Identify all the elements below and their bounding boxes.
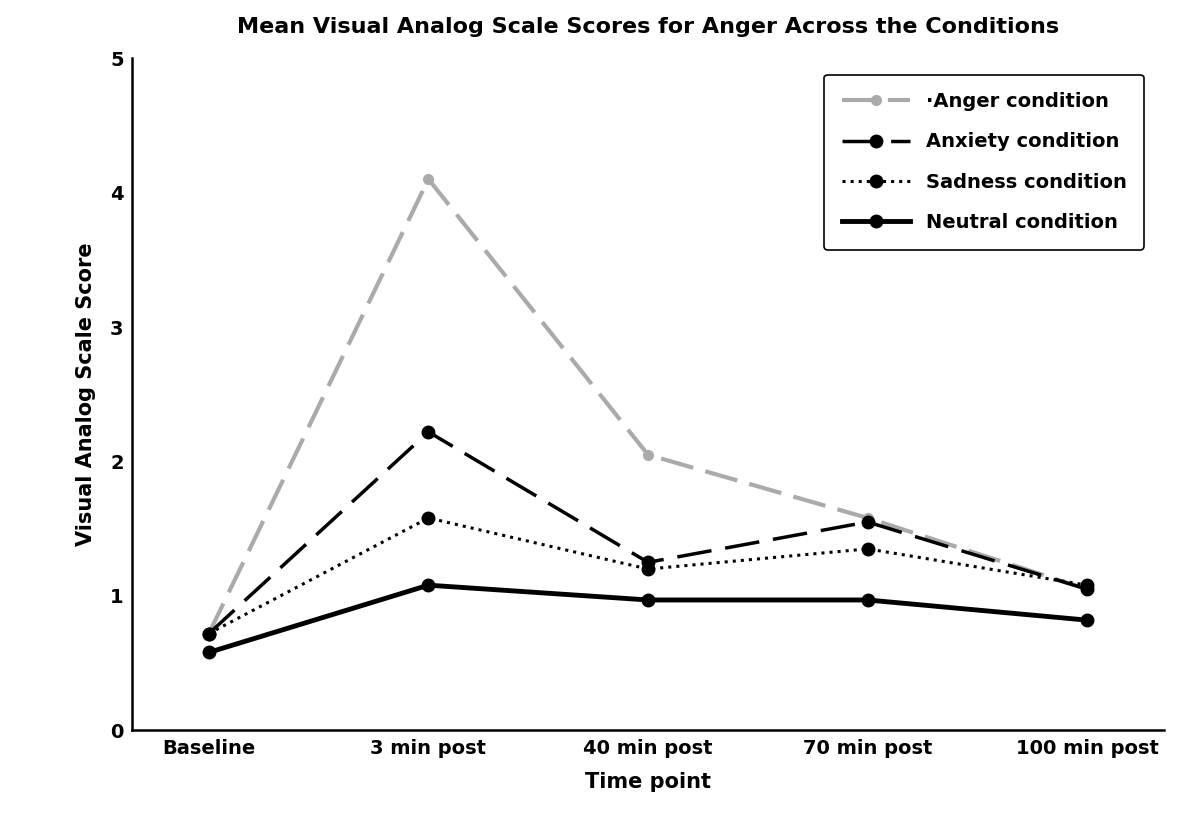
Title: Mean Visual Analog Scale Scores for Anger Across the Conditions: Mean Visual Analog Scale Scores for Ange…: [236, 17, 1060, 37]
X-axis label: Time point: Time point: [586, 772, 710, 792]
Y-axis label: Visual Analog Scale Score: Visual Analog Scale Score: [76, 242, 96, 546]
Legend: ·Anger condition, Anxiety condition, Sadness condition, Neutral condition: ·Anger condition, Anxiety condition, Sad…: [824, 75, 1144, 250]
